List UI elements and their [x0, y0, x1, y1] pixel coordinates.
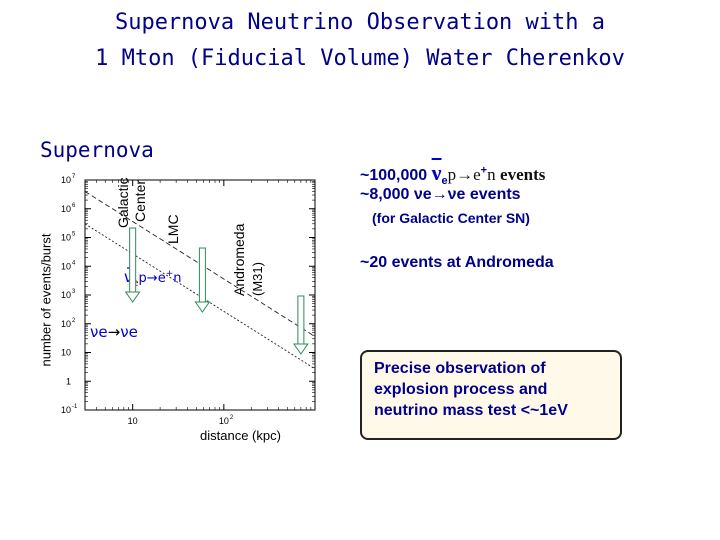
y-tick-label: 10	[61, 175, 71, 185]
y-tick-exponent: 2	[72, 318, 76, 324]
note-line-3: neutrino mass test <~1eV	[374, 402, 568, 419]
neutron-label: n	[487, 165, 496, 184]
y-tick-exponent: -1	[72, 404, 78, 410]
series-label-es: νe→νe	[90, 323, 138, 341]
y-tick-label: 10	[61, 405, 71, 415]
y-tick-exponent: 4	[72, 260, 76, 266]
lmc-arrow-shaft	[198, 247, 206, 303]
note-line-1: Precise observation of	[374, 360, 546, 377]
y-axis-label: number of events/burst	[38, 233, 54, 367]
ibd-count: ~100,000	[360, 167, 428, 184]
galactic-center-note: (for Galactic Center SN)	[372, 210, 530, 226]
note-line-2: explosion process and	[374, 381, 548, 398]
galactic-arrow-head	[124, 291, 141, 303]
m31-label: (M31)	[250, 262, 265, 296]
x-axis-label: distance (kpc)	[200, 428, 281, 443]
slide-title-line-1: Supernova Neutrino Observation with a	[114, 10, 606, 35]
andromeda-events-text: ~20 events at Andromeda	[360, 254, 554, 271]
x-tick-exponent: 2	[230, 415, 234, 421]
x-tick-label: 10	[219, 416, 229, 426]
y-tick-exponent: 3	[72, 289, 76, 295]
anti-nu-symbol: ν	[431, 160, 442, 185]
andromeda-arrow-shaft	[297, 295, 305, 345]
positron-sup: +	[480, 164, 488, 177]
y-tick-exponent: 6	[72, 203, 76, 209]
nu-flavor-sub: e	[441, 175, 448, 188]
series-line-2	[84, 223, 316, 370]
y-tick-exponent: 5	[72, 232, 76, 238]
ibd-events-word: events	[500, 165, 546, 184]
series-line-1	[84, 191, 316, 337]
lmc-arrow-head	[194, 301, 211, 313]
andromeda-label: Andromeda	[231, 223, 247, 296]
section-heading: Supernova	[40, 138, 154, 162]
x-tick-label: 10	[128, 416, 138, 426]
summary-note-box: Precise observation of explosion process…	[360, 350, 622, 440]
y-tick-label: 1	[66, 376, 71, 386]
y-tick-label: 10	[61, 261, 71, 271]
y-tick-label: 10	[61, 233, 71, 243]
y-tick-label: 10	[61, 348, 71, 358]
y-tick-label: 10	[61, 290, 71, 300]
y-tick-label: 10	[61, 204, 71, 214]
ibd-reaction: p→e	[447, 165, 481, 184]
y-tick-exponent: 7	[72, 174, 76, 180]
slide-title-line-2: 1 Mton (Fiducial Volume) Water Cherenkov	[95, 46, 625, 71]
galactic-label: Galactic	[115, 177, 131, 228]
lmc-label: LMC	[165, 214, 181, 244]
andromeda-arrow-head	[292, 343, 309, 355]
galactic-ibd-events-text: ~100,000 νep→e+n events	[360, 160, 545, 187]
galactic-es-events-text: ~8,000 νe→νe events	[360, 186, 521, 203]
center-label: Center	[132, 180, 148, 222]
y-tick-label: 10	[61, 319, 71, 329]
galactic-arrow-shaft	[129, 227, 137, 293]
